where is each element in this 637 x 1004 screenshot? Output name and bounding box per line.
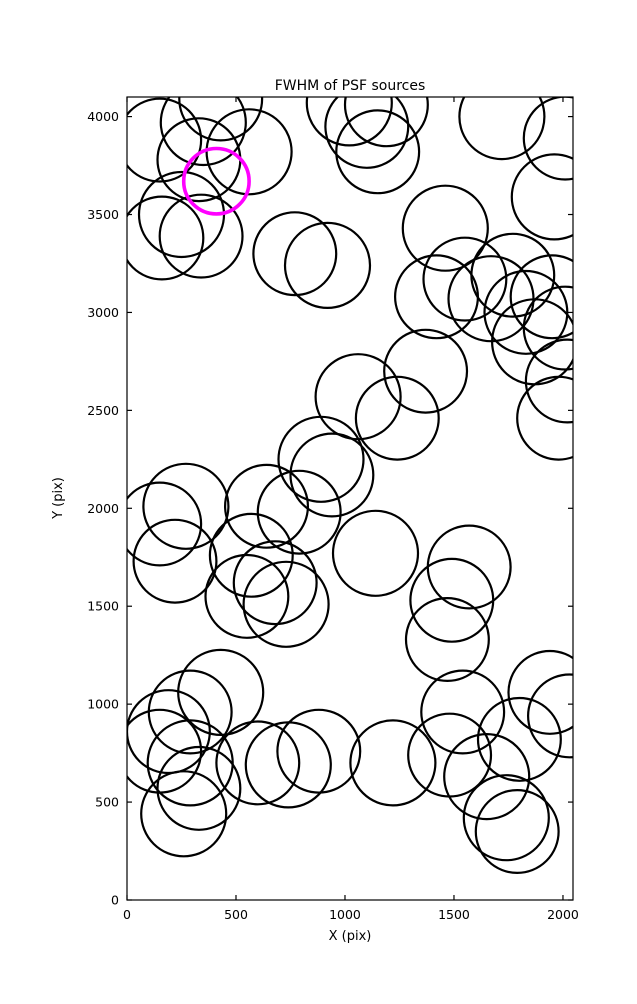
psf-circle — [156, 745, 242, 831]
psf-circle — [458, 97, 546, 161]
x-tick-label: 500 — [224, 907, 248, 922]
psf-circle — [232, 540, 318, 626]
y-tick-label: 1000 — [87, 697, 119, 712]
psf-circle — [289, 432, 375, 518]
psf-circle — [256, 469, 342, 555]
psf-circle — [483, 269, 569, 355]
psf-circle — [343, 97, 429, 148]
highlighted-psf-circle — [181, 146, 251, 216]
psf-circle — [277, 415, 365, 503]
psf-circle — [443, 732, 531, 821]
x-tick-label: 2000 — [547, 907, 579, 922]
psf-circle — [147, 669, 233, 755]
psf-circle — [215, 720, 301, 806]
psf-circle — [204, 553, 290, 639]
psf-circle — [349, 719, 437, 807]
psf-circle — [462, 774, 550, 862]
psf-circle — [409, 557, 495, 643]
x-tick-label: 0 — [123, 907, 131, 922]
y-tick-label: 3500 — [87, 207, 119, 222]
psf-circle — [476, 696, 562, 782]
y-axis-label: Y (pix) — [51, 477, 66, 520]
psf-circle — [510, 153, 573, 241]
psf-circle — [142, 462, 230, 550]
psf-circle — [127, 195, 205, 281]
psf-circle — [224, 463, 310, 549]
psf-circle — [524, 338, 573, 424]
psf-circle — [470, 232, 556, 318]
y-tick-label: 2000 — [87, 501, 119, 516]
psf-circle — [527, 673, 573, 759]
psf-circle — [208, 512, 294, 598]
psf-circle — [509, 254, 573, 340]
x-tick-label: 1000 — [329, 907, 361, 922]
plot-border — [126, 96, 574, 901]
psf-circle — [178, 97, 264, 142]
psf-circle — [383, 328, 469, 414]
psf-circle — [422, 236, 508, 322]
psf-circle — [158, 193, 244, 279]
y-tick-label: 3000 — [87, 305, 119, 320]
circles-layer — [127, 97, 573, 874]
psf-circle — [276, 708, 362, 794]
psf-circle — [507, 649, 573, 735]
psf-circle — [140, 770, 228, 858]
psf-circle — [426, 524, 512, 610]
psf-circle — [354, 375, 440, 461]
y-tick-label: 4000 — [87, 109, 119, 124]
psf-circle — [474, 788, 560, 874]
psf-circle — [516, 375, 573, 461]
y-tick-label: 500 — [95, 795, 119, 810]
plot-content: 0 500 1000 1500 2000 0 500 1000 1500 2000 2500 3000… — [87, 96, 579, 922]
x-axis-label: X (pix) — [329, 929, 372, 944]
chart-title: FWHM of PSF sources — [275, 78, 426, 94]
psf-circle — [522, 97, 573, 181]
psf-circle — [324, 97, 410, 169]
psf-circle — [420, 669, 506, 755]
psf-circle — [522, 285, 573, 371]
psf-circle — [242, 560, 330, 648]
psf-circle — [305, 97, 393, 147]
y-tick-label: 0 — [111, 893, 119, 908]
psf-circle — [314, 353, 402, 441]
psf-circle — [491, 298, 573, 386]
psf-circle — [401, 184, 489, 272]
psf-circle — [252, 211, 338, 297]
y-tick-label: 1500 — [87, 599, 119, 614]
psf-circle — [127, 481, 203, 567]
psf-circle — [331, 509, 420, 597]
psf-circle — [335, 109, 421, 195]
psf-circle — [283, 221, 372, 309]
y-tick-label: 2500 — [87, 403, 119, 418]
psf-circle — [159, 97, 247, 167]
psf-circle — [394, 254, 480, 340]
psf-circle — [404, 596, 490, 682]
x-tick-label: 1500 — [438, 907, 470, 922]
psf-circle — [132, 518, 218, 604]
psf-circle — [127, 97, 203, 183]
